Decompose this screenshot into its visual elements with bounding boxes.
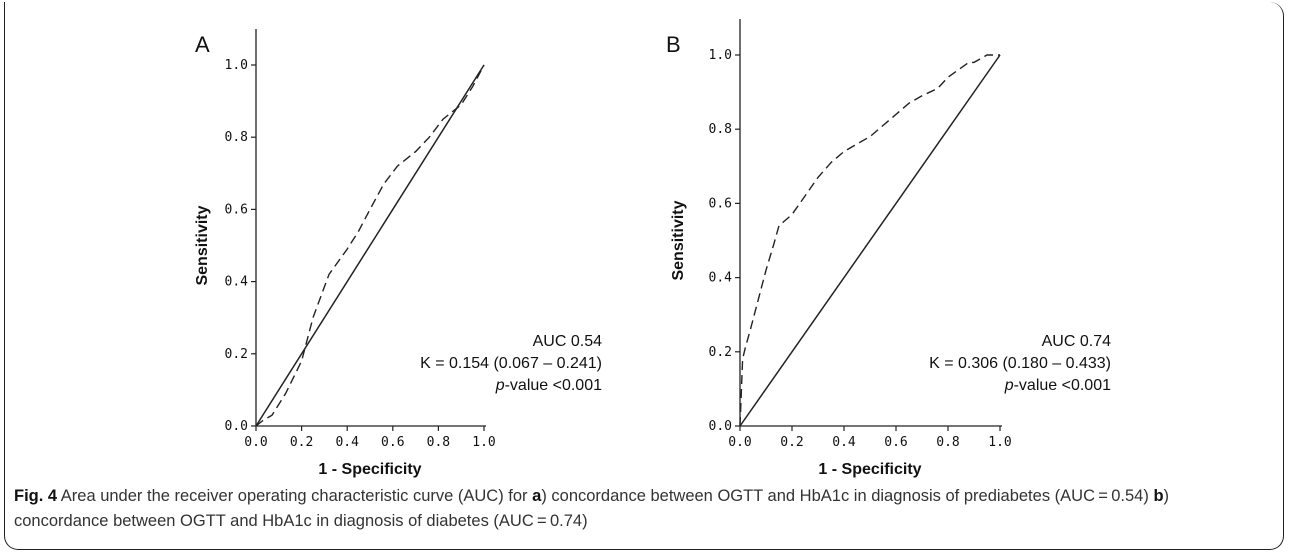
caption-text-3: ) concordance between OGTT and HbA1c in … (14, 487, 1170, 530)
panel-b-pvalue-rest: -value <0.001 (1014, 377, 1112, 394)
panel-a-pvalue-annotation: p-value <0.001 (495, 377, 602, 394)
panel-a-x-tick-label: 0.6 (381, 435, 404, 450)
panel-b-pvalue-italic: p (1004, 377, 1014, 394)
panel-b-x-tick-label: 0.0 (728, 435, 751, 450)
panel-a-roc-curve (255, 64, 485, 427)
panel-a-auc-annotation: AUC 0.54 (533, 333, 602, 350)
panel-a-y-tick-label: 0.8 (225, 130, 248, 145)
panel-b-x-tick-label: 0.4 (832, 435, 856, 450)
panel-a-reference-line (255, 64, 485, 427)
panel-b-pvalue-annotation: p-value <0.001 (1004, 377, 1111, 394)
panel-b-y-tick-label: 1.0 (709, 48, 732, 63)
panel-a-x-tick-label: 1.0 (472, 435, 495, 450)
caption-text-1: Area under the receiver operating charac… (57, 487, 533, 505)
plots-canvas: 0.0 0.2 0.4 0.6 0.8 1.0 0.0 0.2 0.4 0.6 0.8 1.0 1 - … (194, 19, 1111, 478)
figure-caption: Fig. 4 Area under the receiver operating… (14, 484, 1264, 534)
panel-a-label: A (195, 32, 210, 57)
panel-b-y-tick-label: 0.4 (709, 271, 733, 286)
panel-a-y-tick-label: 0.0 (225, 419, 248, 434)
panel-b-kappa-annotation: K = 0.306 (0.180 – 0.433) (929, 355, 1111, 372)
caption-a-label: a (532, 487, 542, 505)
panel-a-pvalue-rest: -value <0.001 (505, 377, 603, 394)
panel-a-x-tick-label: 0.0 (244, 435, 267, 450)
panel-a-kappa-annotation: K = 0.154 (0.067 – 0.241) (420, 355, 602, 372)
panel-b-y-tick-label: 0.0 (709, 419, 732, 434)
panel-b-y-tick-label: 0.6 (709, 196, 732, 211)
panel-b-y-tick-label: 0.2 (709, 345, 732, 360)
panel-a-x-tick-label: 0.2 (290, 435, 313, 450)
panel-a-y-tick-label: 0.4 (225, 275, 249, 290)
panel-b-y-tick-label: 0.8 (709, 122, 732, 137)
panel-a-x-tick-label: 0.4 (335, 435, 359, 450)
panel-a-y-axis-label: Sensitivity (194, 205, 211, 285)
panel-a-x-tick-label: 0.8 (427, 435, 450, 450)
panel-b-x-axis-label: 1 - Specificity (818, 461, 921, 478)
panel-a-x-axis-label: 1 - Specificity (318, 461, 421, 478)
panel-b-label: B (666, 32, 681, 57)
panel-a-y-tick-label: 0.6 (225, 202, 248, 217)
panel-b-auc-annotation: AUC 0.74 (1042, 333, 1111, 350)
panel-b-x-tick-label: 1.0 (988, 435, 1011, 450)
caption-fig-label: Fig. 4 (14, 487, 58, 505)
panel-b-x-tick-label: 0.6 (884, 435, 907, 450)
figure-frame (4, 2, 1284, 550)
panel-b-y-axis-label: Sensitivity (670, 200, 687, 280)
panel-b-x-tick-label: 0.2 (780, 435, 803, 450)
panel-a-y-tick-label: 1.0 (225, 58, 248, 73)
panel-a-pvalue-italic: p (495, 377, 505, 394)
caption-text-2: ) concordance between OGTT and HbA1c in … (541, 487, 1154, 505)
panel-b-reference-line (739, 54, 1001, 427)
panel-b-roc-curve (739, 54, 1000, 427)
panel-b-x-tick-label: 0.8 (936, 435, 959, 450)
panel-a-y-tick-label: 0.2 (225, 347, 248, 362)
caption-b-label: b (1153, 487, 1164, 505)
